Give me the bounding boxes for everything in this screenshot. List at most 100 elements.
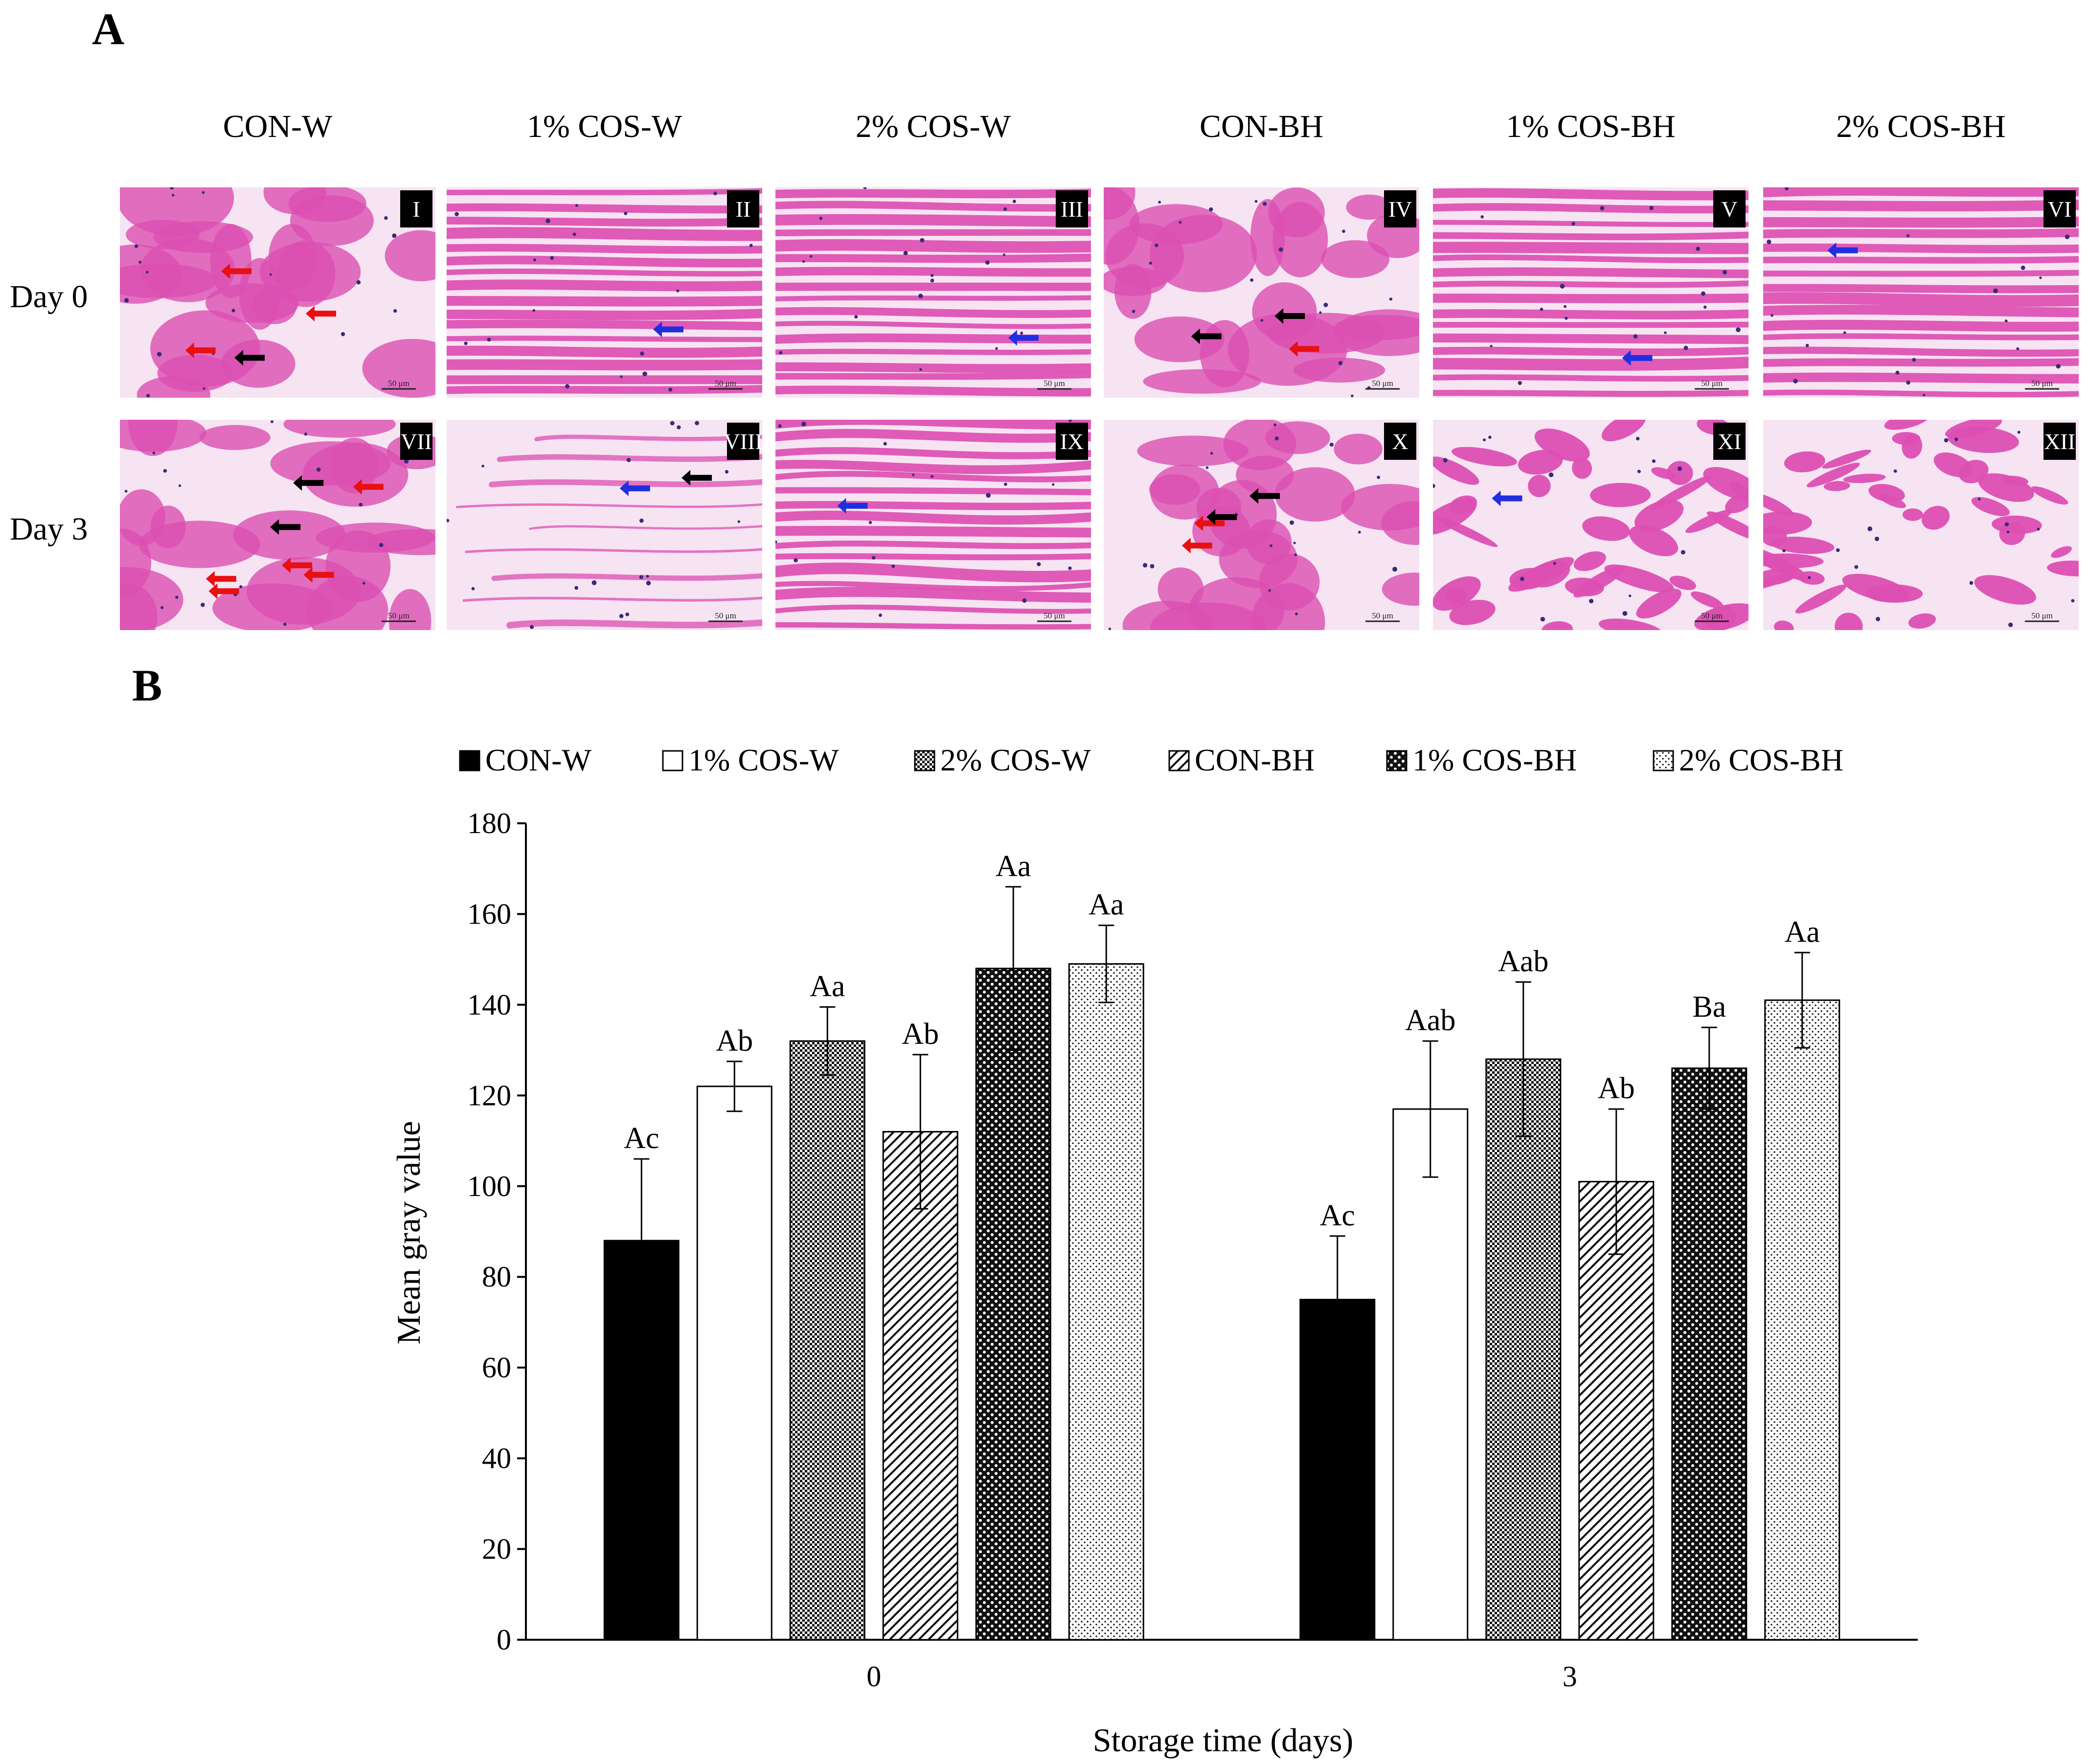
micrograph-tile: X 50 μm [1104,420,1419,630]
legend-swatch [1168,750,1190,771]
tile-numeral: V [1721,197,1737,222]
significance-label: Ac [624,1122,659,1155]
tile-numeral: XII [2044,429,2075,454]
significance-label: Ab [902,1018,939,1051]
tile-numeral: I [412,197,420,222]
scale-bar-label: 50 μm [2031,379,2053,388]
tile-numeral-box [1713,423,1746,460]
arrow-marker [185,342,216,359]
row-label: Day 3 [10,511,88,547]
y-tick-label: 0 [497,1624,511,1656]
bar [1578,1181,1655,1641]
x-tick-label: 3 [1563,1660,1577,1693]
legend-label: CON-W [485,743,591,777]
significance-label: Ba [1692,990,1726,1023]
arrow-marker [234,350,265,366]
legend-item: 1% COS-BH [1386,743,1577,777]
tile-numeral: VI [2048,197,2072,222]
scale-bar-label: 50 μm [388,379,409,388]
scale-bar-label: 50 μm [1044,379,1065,388]
significance-label: Aab [1498,945,1548,978]
column-title: CON-BH [1200,109,1323,144]
bar [1671,1067,1748,1641]
y-tick-label: 80 [482,1261,511,1293]
x-axis-title: Storage time (days) [1093,1721,1354,1759]
scale-bar-label: 50 μm [1701,379,1723,388]
micrograph-tile: XI 50 μm [1433,420,1748,630]
bar [882,1131,958,1641]
arrow-marker [681,470,712,486]
significance-label: Ab [716,1024,753,1058]
scale-bar-label: 50 μm [388,611,409,620]
arrow-marker [1249,488,1280,504]
tile-numeral-box [727,423,759,460]
micrograph-grid: I 50 μm II 50 μm III 50 μm IV 50 μm V 50 μm VI 50 μ… [120,187,2079,630]
y-tick-label: 20 [482,1533,511,1565]
significance-label: Ab [1598,1072,1635,1105]
tile-numeral: IX [1060,429,1084,454]
micrograph-tile: IV 50 μm [1104,187,1419,398]
y-axis-title: Mean gray value [390,1121,427,1345]
arrow-marker [653,321,684,338]
tile-numeral-box [1056,190,1088,227]
micrograph-tile: I 50 μm [120,187,435,398]
y-axis: 0 20 40 60 80 100 120 140 160 180 [467,807,527,1656]
scale-bar-label: 50 μm [1044,611,1065,620]
x-tick-label: 0 [866,1660,881,1693]
tile-numeral-box [1713,190,1746,227]
significance-label: Aa [1089,888,1124,922]
arrow-marker [1194,515,1225,531]
tile-numeral-box [2044,423,2076,460]
legend-label: 2% COS-BH [1679,743,1843,777]
error-bar [1794,951,1810,1049]
arrow-marker [306,306,337,322]
bar [975,968,1051,1641]
column-title: 1% COS-BH [1506,109,1676,144]
arrow-marker [1492,490,1522,506]
error-bar [912,1054,929,1210]
bar [1764,999,1840,1641]
bars: Ac Ab Aa Ab Aa Aa Ac Aab Aab Ab Ba Aa [603,850,1840,1641]
bar [1485,1058,1562,1641]
tile-numeral-box [2044,190,2076,227]
error-bar [1329,1235,1345,1364]
legend-item: 2% COS-BH [1653,743,1843,777]
arrow-marker [619,480,650,497]
tile-numeral-box [1384,423,1416,460]
bar [696,1086,772,1641]
scale-bar-label: 50 μm [2031,611,2053,620]
y-tick-label: 100 [467,1170,511,1202]
y-tick-label: 60 [482,1352,511,1384]
legend-item: 2% COS-W [914,743,1091,777]
row-label: Day 0 [10,279,88,315]
micrograph-tile: III 50 μm [775,187,1091,398]
column-title: 2% COS-W [856,109,1011,144]
column-title: 2% COS-BH [1836,109,2006,144]
micrograph-tile: IX 50 μm [775,420,1091,630]
legend-swatch [662,750,683,771]
arrow-marker [208,583,239,599]
arrow-marker [1191,328,1222,344]
legend-item: CON-W [459,743,591,777]
chart-legend: CON-W 1% COS-W 2% COS-W CON-BH 1% COS-BH 2% C… [459,743,1843,777]
scale-bar-label: 50 μm [1372,379,1393,388]
error-bar [1422,1040,1438,1178]
arrow-marker [205,571,236,587]
micrograph-tile: V 50 μm [1433,187,1748,398]
tile-numeral: IV [1388,197,1412,222]
scale-bar-label: 50 μm [715,611,736,620]
y-tick-label: 140 [467,989,511,1021]
arrow-marker [1274,308,1305,324]
arrow-marker [281,557,312,573]
arrow-marker [353,479,384,495]
tile-numeral: X [1392,429,1408,454]
legend-swatch [1653,750,1674,771]
arrow-marker [270,519,301,535]
scale-bar-label: 50 μm [715,379,736,388]
error-bar [1515,981,1531,1137]
tile-numeral: XI [1718,429,1742,454]
error-bar [727,1061,743,1112]
micrograph-tile: VIII 50 μm [447,420,763,630]
